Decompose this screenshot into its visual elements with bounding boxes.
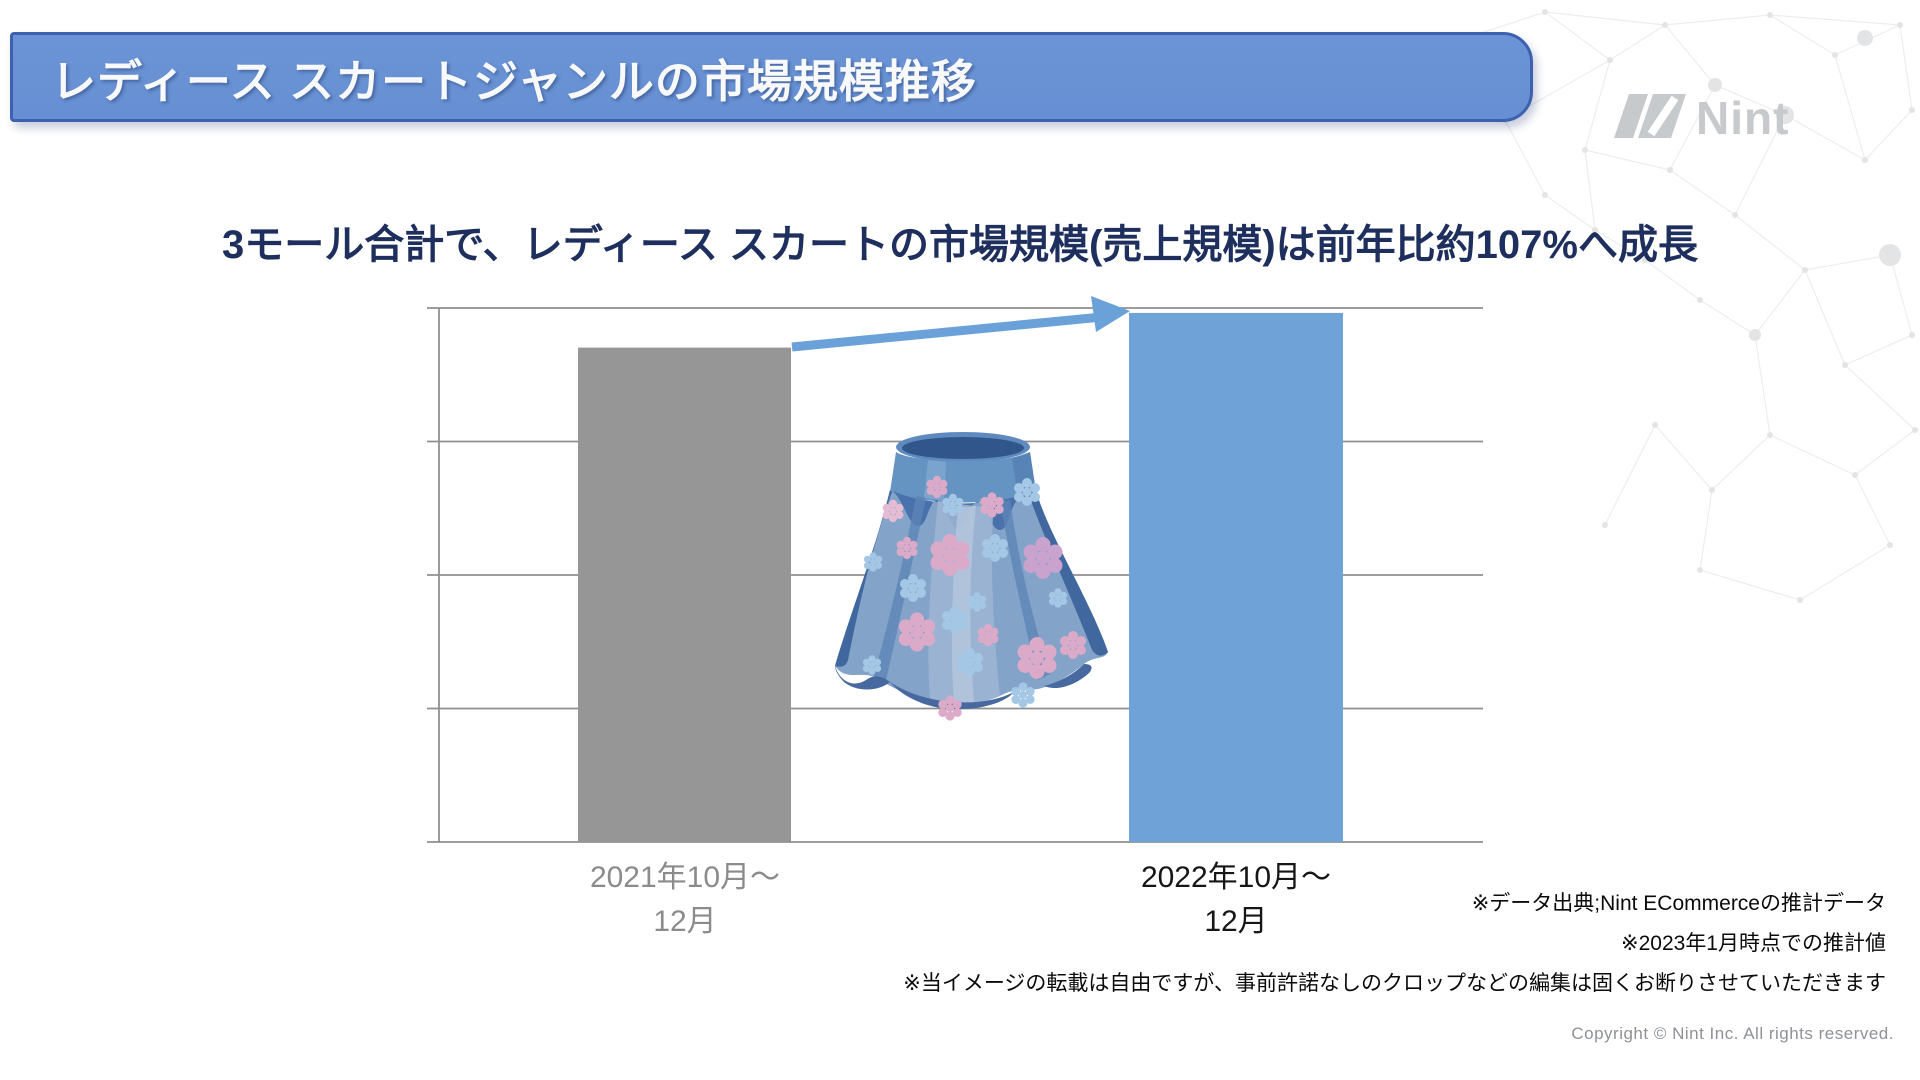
- skirt-illustration: [835, 432, 1108, 721]
- footnote-usage-policy: ※当イメージの転載は自由ですが、事前許諾なしのクロップなどの編集は固くお断りさせ…: [903, 972, 1886, 995]
- bar-2021: [578, 347, 791, 842]
- copyright: Copyright © Nint Inc. All rights reserve…: [1571, 1024, 1894, 1043]
- growth-arrow: [791, 296, 1130, 352]
- bar-2022: [1129, 312, 1343, 842]
- slide-title: レディース スカートジャンルの市場規模推移: [51, 55, 977, 107]
- nint-logo: Nint: [1612, 84, 1822, 151]
- bar-chart: 2021年10月〜12月 2022年10月〜12月: [420, 290, 1500, 938]
- x-label-2022: 2022年10月〜12月: [1140, 861, 1332, 938]
- header-bar: レディース スカートジャンルの市場規模推移: [10, 32, 1533, 122]
- x-label-2021: 2021年10月〜12月: [589, 861, 781, 938]
- footnote-estimate-date: ※2023年1月時点での推計値: [1621, 932, 1886, 955]
- footnotes: ※データ出典;Nint ECommerceの推計データ ※2023年1月時点での…: [903, 884, 1886, 1004]
- nint-logo-text: Nint: [1696, 92, 1789, 144]
- footnote-data-source: ※データ出典;Nint ECommerceの推計データ: [1471, 892, 1886, 915]
- subtitle: 3モール合計で、レディース スカートの市場規模(売上規模)は前年比約107%へ成…: [222, 223, 1698, 267]
